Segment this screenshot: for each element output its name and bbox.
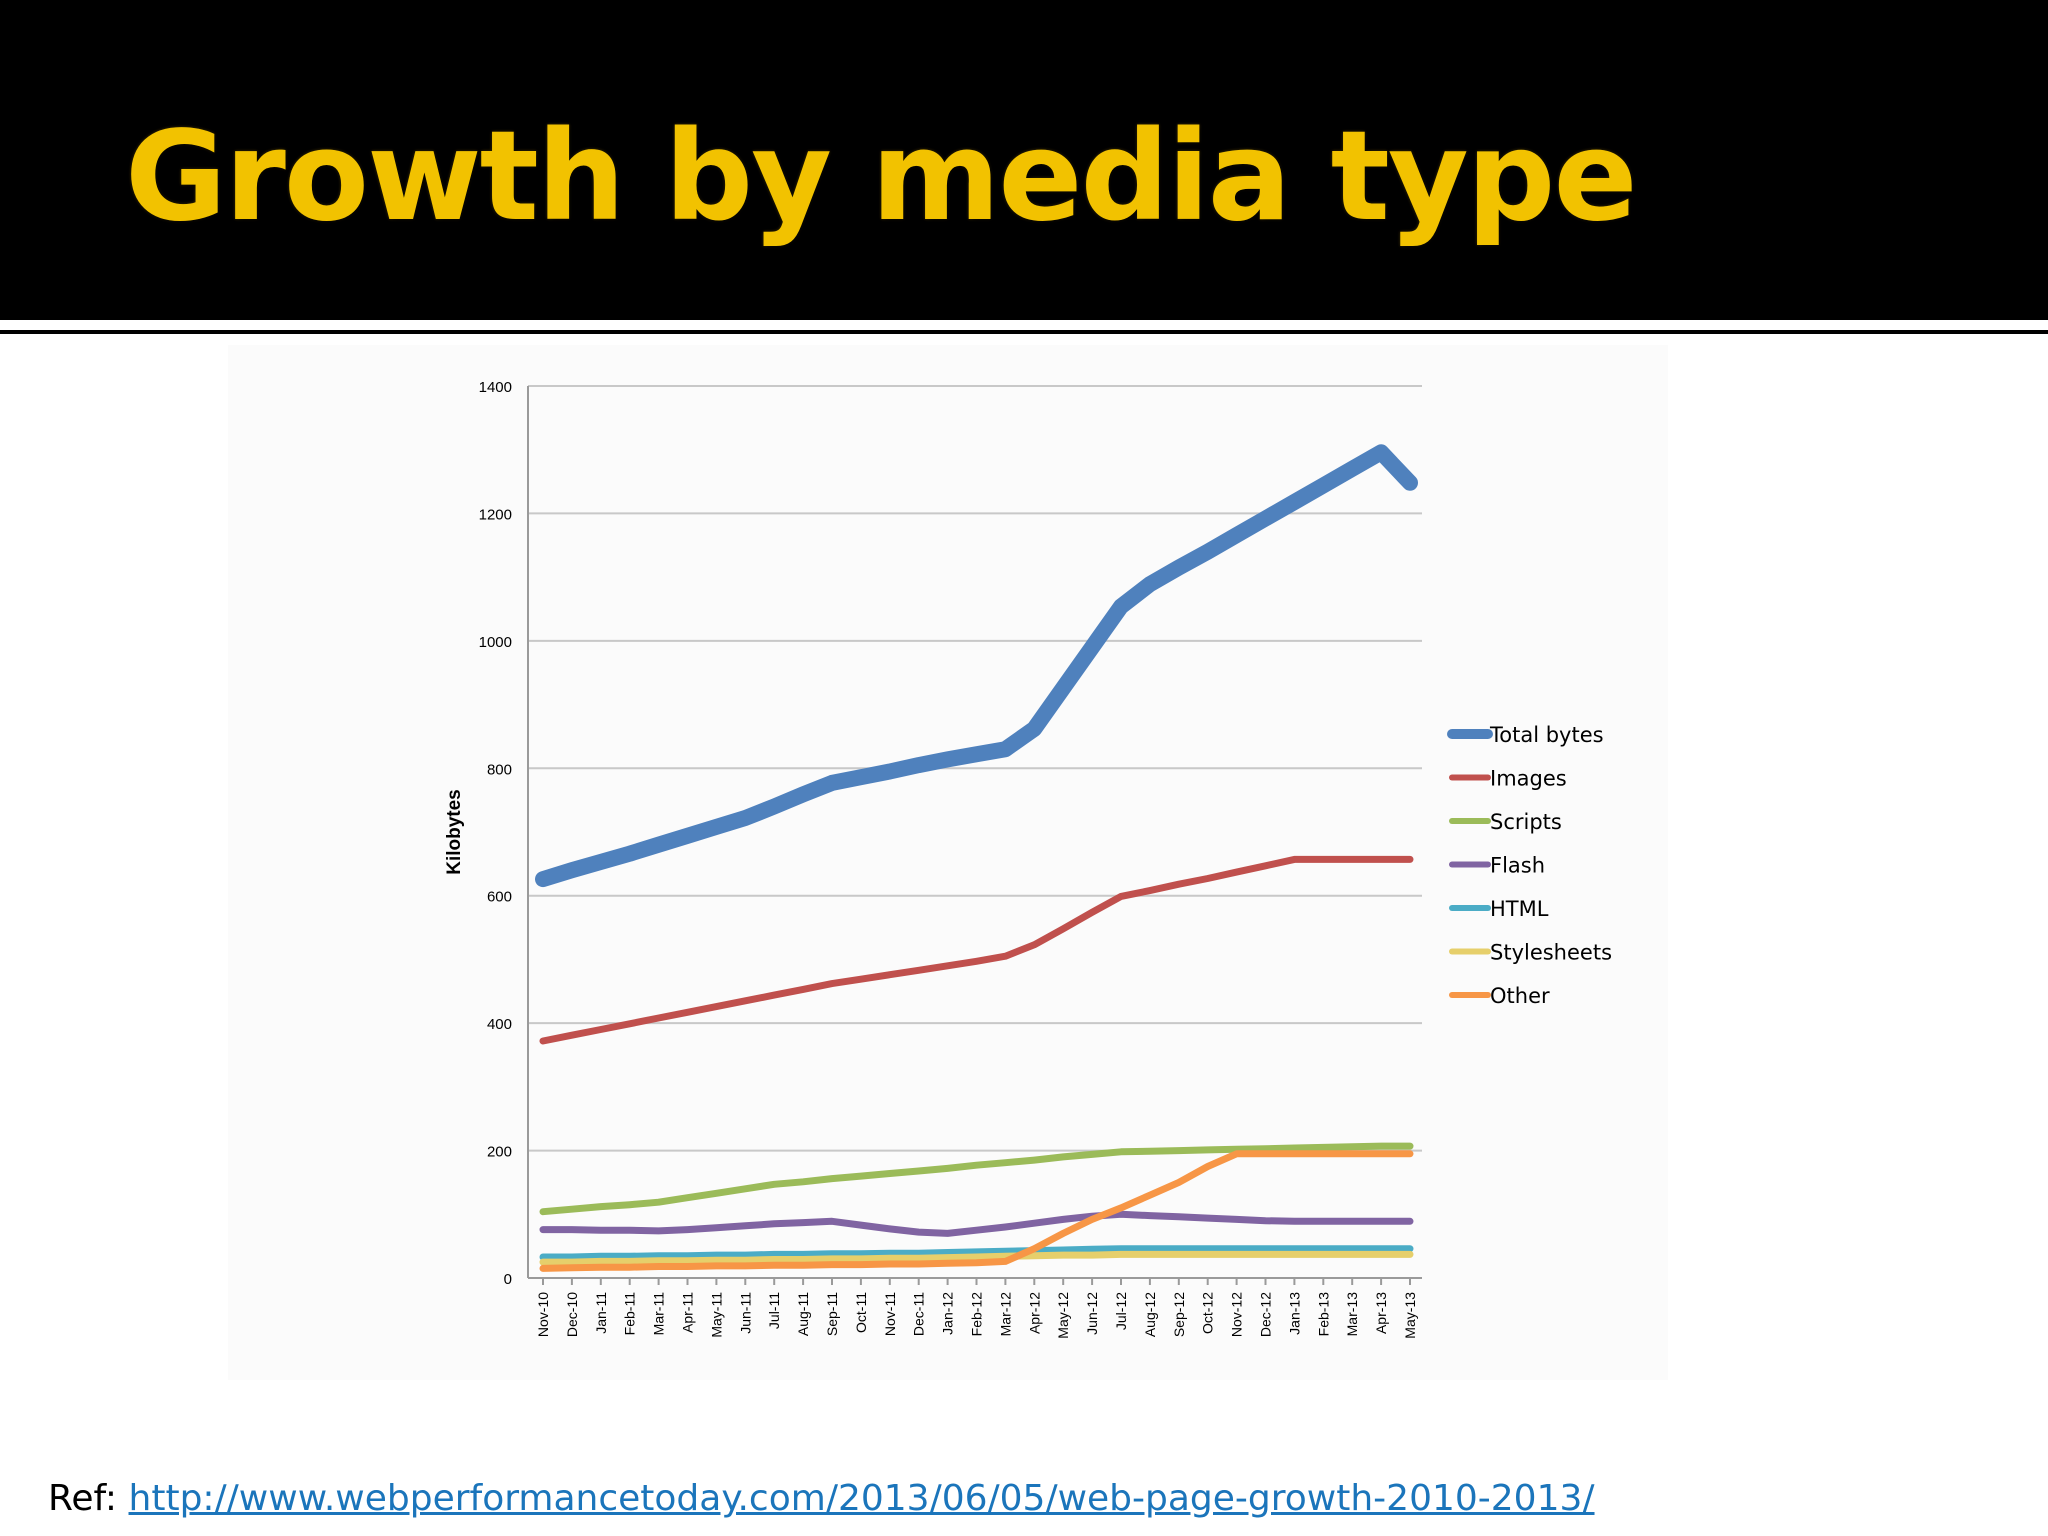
series-line-total-bytes <box>535 444 1418 888</box>
y-tick-label: 1200 <box>479 506 512 523</box>
y-tick-label: 0 <box>504 1271 512 1288</box>
x-tick-label: Jul-11 <box>766 1292 782 1329</box>
x-tick-label: Jun-11 <box>737 1292 753 1334</box>
series-line-html <box>539 1245 1414 1261</box>
x-tick-label: Dec-10 <box>564 1292 580 1337</box>
title-divider <box>0 330 2048 334</box>
y-tick-label: 600 <box>487 889 512 906</box>
x-tick-label: Oct-12 <box>1200 1292 1216 1334</box>
x-tick-label: Nov-12 <box>1229 1292 1245 1337</box>
x-tick-label: Jul-12 <box>1113 1292 1129 1330</box>
series-lines <box>535 444 1418 1272</box>
x-tick-label: Sep-11 <box>824 1292 840 1336</box>
y-tick-label: 200 <box>487 1144 512 1161</box>
x-tick-label: Mar-11 <box>651 1292 667 1336</box>
legend: Total bytes Images Scripts Flash HTML Stylesh… <box>1447 723 1612 1008</box>
y-tick-label: 400 <box>487 1016 512 1033</box>
legend-label: Stylesheets <box>1490 941 1612 965</box>
x-tick-label: Feb-13 <box>1315 1292 1331 1337</box>
legend-label: Flash <box>1490 854 1545 878</box>
legend-label: Other <box>1490 984 1550 1008</box>
x-tick-label: Dec-11 <box>911 1292 927 1336</box>
x-tick-label: Apr-12 <box>1026 1292 1042 1334</box>
title-band: Growth by media type <box>0 0 2048 320</box>
x-tick-label: Apr-11 <box>680 1292 696 1333</box>
series-line-flash <box>539 1210 1414 1237</box>
x-tick-label: Mar-13 <box>1344 1292 1360 1337</box>
legend-label: Images <box>1490 767 1567 791</box>
legend-label: Total bytes <box>1489 723 1604 747</box>
x-tick-label: Aug-11 <box>795 1292 811 1336</box>
axes: 0 200 400 600 800 1000 1200 1400 Nov-10 Dec-10 Jan… <box>444 379 1422 1339</box>
x-tick-label: Nov-11 <box>882 1292 898 1336</box>
x-tick-label: Nov-10 <box>535 1292 551 1337</box>
x-tick-label: Jan-13 <box>1286 1292 1302 1335</box>
x-tick-label: Dec-12 <box>1258 1292 1274 1337</box>
series-line-other <box>539 1150 1414 1272</box>
x-tick-label: Apr-13 <box>1373 1292 1389 1334</box>
y-axis-title: Kilobytes <box>444 789 465 875</box>
y-tick-label: 800 <box>487 761 512 778</box>
slide-title: Growth by media type <box>125 105 1638 249</box>
x-tick-label: May-12 <box>1055 1292 1071 1339</box>
ref-link[interactable]: http://www.webperformancetoday.com/2013/… <box>128 1478 1595 1519</box>
reference-line: Ref: http://www.webperformancetoday.com/… <box>48 1478 1595 1519</box>
series-line-stylesheets <box>539 1250 1414 1266</box>
x-tick-label: May-11 <box>708 1292 724 1338</box>
series-line-images <box>539 855 1414 1045</box>
x-tick-label: Oct-11 <box>853 1292 869 1333</box>
y-tick-label: 1000 <box>479 634 512 651</box>
x-tick-label: Jan-11 <box>593 1292 609 1334</box>
legend-label: HTML <box>1490 897 1549 921</box>
series-line-scripts <box>539 1142 1414 1216</box>
x-tick-label: Aug-12 <box>1142 1292 1158 1337</box>
x-tick-label: Feb-12 <box>969 1292 985 1337</box>
x-tick-label: Feb-11 <box>622 1292 638 1336</box>
legend-label: Scripts <box>1490 810 1562 834</box>
x-tick-label: Jun-12 <box>1084 1292 1100 1335</box>
ref-label: Ref: <box>48 1478 129 1519</box>
x-tick-label: Jan-12 <box>940 1292 956 1335</box>
x-tick-label: Mar-12 <box>997 1292 1013 1337</box>
chart-background <box>228 345 1668 1380</box>
x-tick-label: May-13 <box>1402 1292 1418 1339</box>
y-tick-label: 1400 <box>479 379 512 396</box>
x-tick-label: Sep-12 <box>1171 1292 1187 1337</box>
